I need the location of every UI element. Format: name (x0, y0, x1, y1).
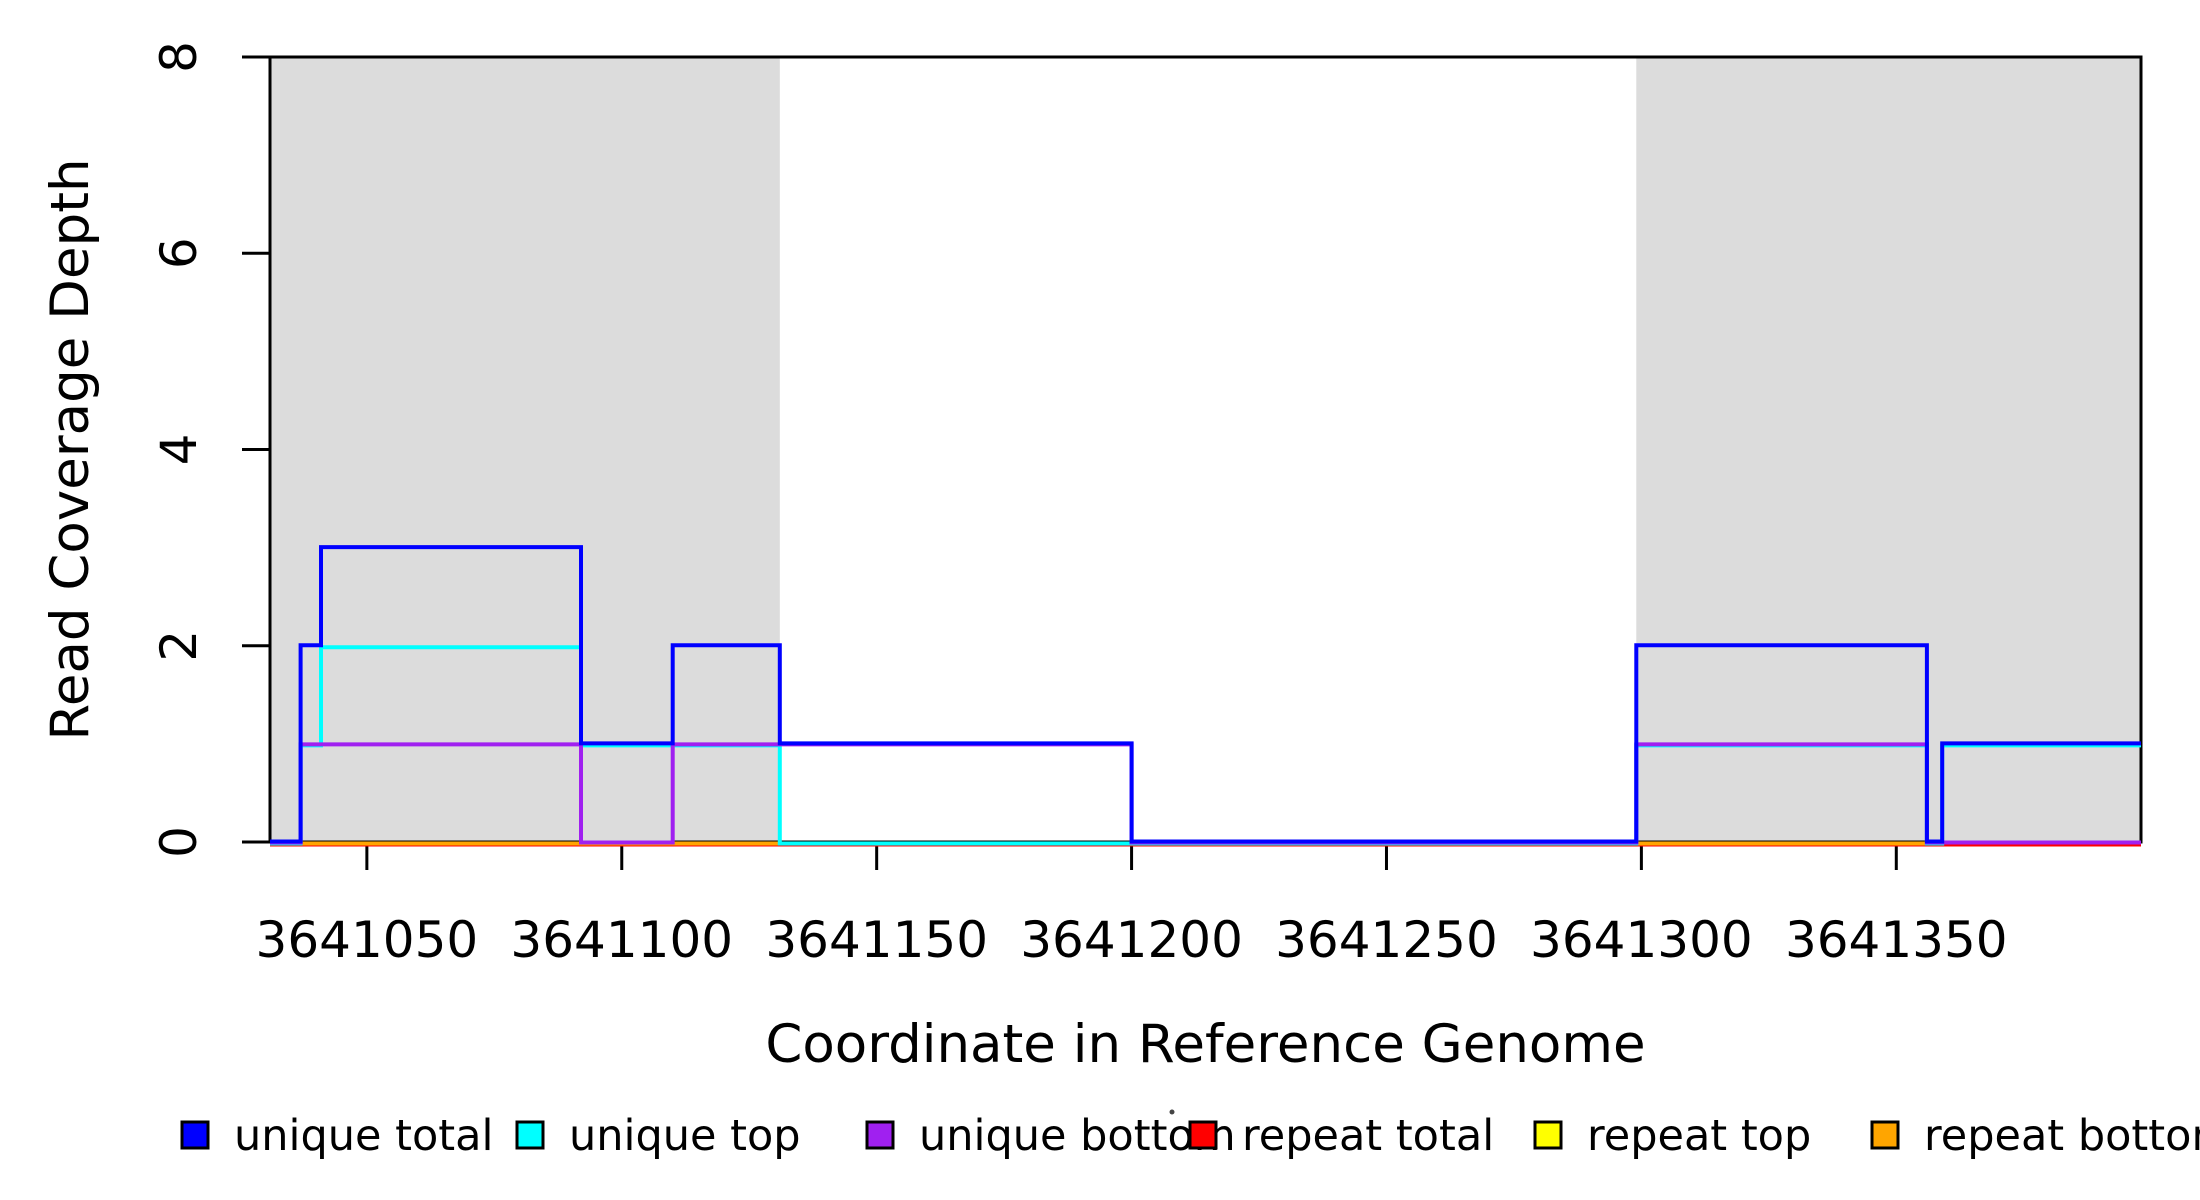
legend-label-repeat-top: repeat top (1587, 1111, 1811, 1161)
legend-label-unique-bottom: unique bottom (919, 1111, 1236, 1161)
y-axis-tick-label: 4 (150, 434, 208, 466)
y-axis-tick-label: 2 (150, 630, 208, 662)
x-axis-tick-label: 3641250 (1275, 911, 1498, 969)
x-axis-tick-label: 3641300 (1530, 911, 1753, 969)
legend-swatch-repeat-bottom (1870, 1120, 1900, 1150)
stray-dot-artifact (1169, 1109, 1175, 1115)
series-line-unique_total (270, 545, 2141, 844)
repeat-region-right (1636, 57, 2141, 842)
legend-label-repeat-total: repeat total (1242, 1111, 1494, 1161)
legend-swatch-unique-bottom (865, 1120, 895, 1150)
legend-label-repeat-bottom: repeat bottom (1924, 1111, 2200, 1161)
legend-swatch-repeat-top (1533, 1120, 1563, 1150)
x-axis-tick-label: 3641200 (1020, 911, 1243, 969)
y-axis-tick-label: 6 (150, 237, 208, 269)
legend-swatch-unique-total (180, 1120, 210, 1150)
legend-swatch-unique-top (515, 1120, 545, 1150)
x-axis-tick-label: 3641350 (1785, 911, 2008, 969)
legend-label-unique-top: unique top (569, 1111, 801, 1161)
y-axis-tick-label: 0 (150, 826, 208, 858)
x-axis-title: Coordinate in Reference Genome (765, 1014, 1645, 1075)
x-axis-tick-label: 3641150 (765, 911, 988, 969)
y-axis-title: Read Coverage Depth (40, 158, 101, 740)
repeat-region-left (270, 57, 780, 842)
legend-label-unique-total: unique total (234, 1111, 493, 1161)
y-axis-tick-label: 8 (150, 41, 208, 73)
legend-swatch-repeat-total (1188, 1120, 1218, 1150)
x-axis-tick-label: 3641050 (256, 911, 479, 969)
x-axis-tick-label: 3641100 (510, 911, 733, 969)
